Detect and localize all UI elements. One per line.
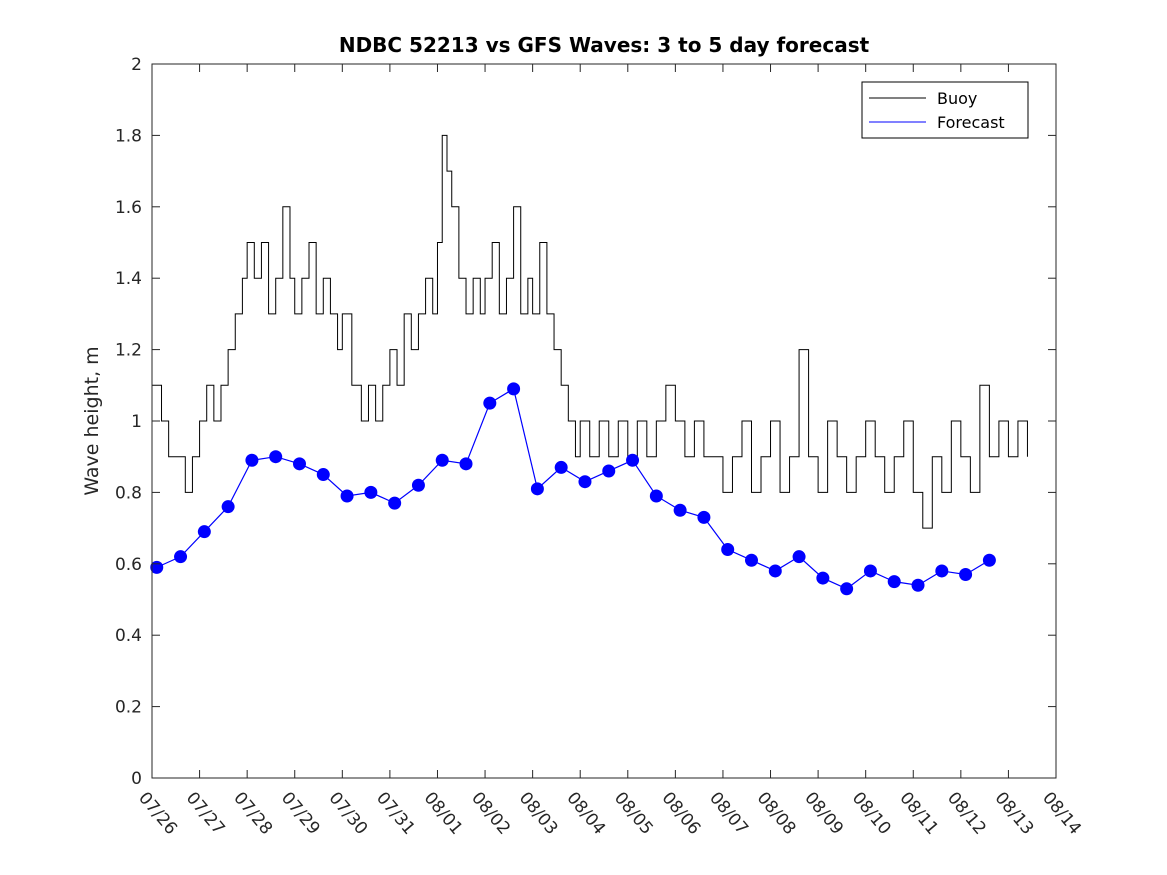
forecast-point	[840, 582, 854, 596]
forecast-point	[768, 564, 782, 578]
y-tick-label: 2	[131, 55, 142, 75]
forecast-point	[197, 525, 211, 539]
forecast-point	[816, 571, 830, 585]
forecast-point	[721, 543, 735, 557]
forecast-point	[554, 460, 568, 474]
y-tick-label: 0.4	[115, 626, 142, 646]
x-tick-label: 08/08	[753, 788, 800, 838]
y-tick-label: 1.8	[115, 126, 142, 146]
forecast-point	[744, 553, 758, 567]
forecast-point	[269, 450, 283, 464]
forecast-point	[316, 468, 330, 482]
legend: Buoy Forecast	[861, 81, 1029, 139]
forecast-point	[887, 575, 901, 589]
x-tick-label: 08/12	[943, 788, 990, 838]
x-tick-label: 07/31	[372, 788, 419, 838]
forecast-point	[649, 489, 663, 503]
x-tick-label: 08/14	[1038, 788, 1085, 838]
forecast-point	[245, 453, 259, 467]
x-tick-label: 08/01	[420, 788, 467, 838]
forecast-point	[411, 478, 425, 492]
forecast-point	[863, 564, 877, 578]
x-tick-label: 08/10	[848, 788, 895, 838]
x-tick-label: 08/07	[705, 788, 752, 838]
forecast-point	[673, 503, 687, 517]
forecast-point	[292, 457, 306, 471]
x-tick-label: 07/26	[134, 788, 181, 838]
forecast-point	[935, 564, 949, 578]
x-tick-label: 08/04	[562, 788, 609, 838]
legend-box	[861, 81, 1029, 139]
forecast-point	[911, 578, 925, 592]
y-tick-label: 0.6	[115, 555, 142, 575]
forecast-point	[959, 568, 973, 582]
forecast-point	[507, 382, 521, 396]
legend-buoy-label: Buoy	[937, 89, 977, 108]
forecast-point	[340, 489, 354, 503]
forecast-point	[578, 475, 592, 489]
y-tick-label: 1	[131, 412, 142, 432]
x-tick-label: 07/27	[182, 788, 229, 838]
y-tick-label: 0	[131, 769, 142, 789]
x-tick-label: 07/29	[277, 788, 324, 838]
chart-title: NDBC 52213 vs GFS Waves: 3 to 5 day fore…	[339, 33, 870, 57]
x-tick-label: 08/05	[610, 788, 657, 838]
forecast-point	[982, 553, 996, 567]
forecast-point	[435, 453, 449, 467]
x-tick-label: 08/13	[991, 788, 1038, 838]
x-tick-label: 08/03	[515, 788, 562, 838]
forecast-point	[792, 550, 806, 564]
forecast-point	[459, 457, 473, 471]
x-tick-label: 08/06	[658, 788, 705, 838]
x-tick-label: 07/30	[324, 788, 371, 838]
forecast-point	[602, 464, 616, 478]
x-tick-label: 07/28	[229, 788, 276, 838]
series-layer	[150, 134, 1028, 596]
y-tick-label: 1.6	[115, 198, 142, 218]
x-tick-label: 08/09	[800, 788, 847, 838]
x-tick-label: 08/11	[895, 788, 942, 838]
y-tick-label: 0.2	[115, 698, 142, 718]
forecast-point	[388, 496, 402, 510]
y-tick-label: 0.8	[115, 483, 142, 503]
forecast-point	[221, 500, 235, 514]
forecast-point	[483, 396, 497, 410]
forecast-point	[697, 510, 711, 524]
forecast-point	[364, 485, 378, 499]
buoy-series-line	[152, 134, 1028, 529]
y-axis-label: Wave height, m	[81, 346, 103, 495]
y-tick-label: 1.2	[115, 341, 142, 361]
forecast-point	[174, 550, 188, 564]
forecast-point	[626, 453, 640, 467]
forecast-point	[530, 482, 544, 496]
x-tick-label: 08/02	[467, 788, 514, 838]
legend-forecast-label: Forecast	[937, 113, 1005, 132]
y-tick-label: 1.4	[115, 269, 142, 289]
